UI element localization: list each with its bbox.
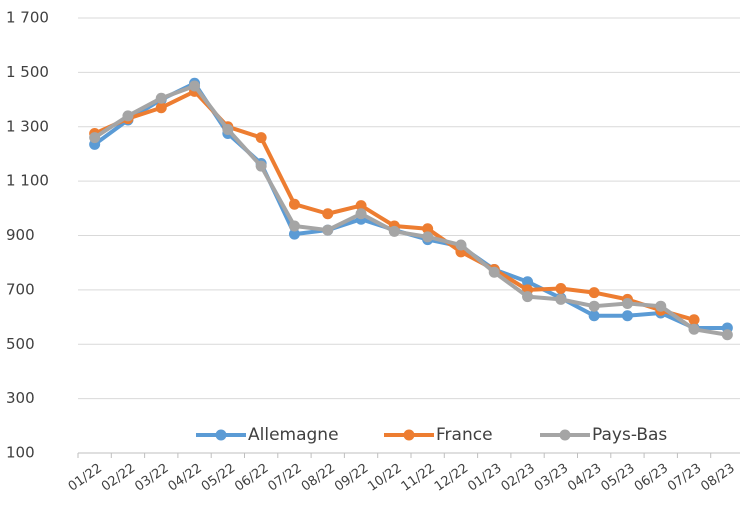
x-tick-label: 02/22: [99, 461, 138, 495]
legend-label: Allemagne: [248, 425, 339, 445]
x-tick-label: 02/23: [499, 461, 538, 495]
data-point: [355, 208, 367, 220]
data-point: [522, 291, 534, 303]
y-tick-label: 100: [6, 444, 35, 462]
legend-marker: [403, 429, 415, 441]
data-point: [155, 92, 167, 104]
data-point: [155, 102, 167, 114]
data-point: [322, 208, 334, 220]
y-tick-label: 900: [6, 226, 35, 244]
y-tick-label: 1 500: [6, 63, 49, 81]
legend-label: France: [436, 425, 493, 445]
series-line: [93, 89, 695, 322]
data-point: [588, 310, 600, 322]
x-tick-label: 11/22: [399, 461, 438, 495]
legend-marker: [215, 429, 227, 441]
y-tick-label: 500: [6, 335, 35, 353]
data-point: [455, 239, 467, 251]
y-tick-label: 1 700: [6, 9, 49, 27]
data-point: [555, 283, 567, 295]
x-tick-label: 03/23: [532, 461, 571, 495]
legend-marker: [559, 429, 571, 441]
x-tick-label: 07/22: [265, 461, 304, 495]
data-point: [255, 160, 267, 172]
data-point: [355, 200, 367, 212]
y-tick-label: 1 100: [6, 172, 49, 190]
x-tick-label: 06/22: [232, 461, 271, 495]
legend-label: Pays-Bas: [592, 425, 667, 445]
data-point: [122, 110, 134, 122]
x-tick-label: 01/22: [66, 461, 105, 495]
x-tick-label: 09/22: [332, 461, 371, 495]
x-tick-label: 12/22: [432, 461, 471, 495]
data-point: [89, 132, 101, 144]
data-point: [655, 300, 667, 312]
x-tick-label: 05/23: [598, 461, 637, 495]
data-point: [588, 300, 600, 312]
x-tick-label: 05/22: [199, 461, 238, 495]
x-tick-label: 01/23: [465, 461, 504, 495]
data-point: [288, 198, 300, 210]
x-tick-label: 04/23: [565, 461, 604, 495]
data-point: [555, 293, 567, 305]
data-point: [422, 231, 434, 243]
data-point: [422, 223, 434, 235]
x-tick-label: 08/22: [299, 461, 338, 495]
data-point: [388, 225, 400, 237]
data-point: [688, 314, 700, 326]
data-point: [255, 132, 267, 144]
data-point: [288, 228, 300, 240]
data-point: [322, 224, 334, 236]
data-point: [488, 266, 500, 278]
data-point: [588, 287, 600, 299]
data-point: [222, 123, 234, 135]
data-point: [522, 276, 534, 288]
x-tick-label: 04/22: [166, 461, 205, 495]
x-tick-label: 07/23: [665, 461, 704, 495]
legend: Allemagne France Pays-Bas: [196, 425, 667, 445]
data-point: [688, 323, 700, 335]
data-point: [721, 329, 733, 341]
y-tick-label: 700: [6, 280, 35, 298]
series-line: [93, 83, 728, 337]
x-tick-label: 03/22: [132, 461, 171, 495]
data-point: [621, 310, 633, 322]
x-tick-label: 08/23: [698, 461, 737, 495]
data-point: [288, 220, 300, 232]
series-line: [93, 81, 728, 330]
y-tick-label: 1 300: [6, 117, 49, 135]
data-point: [621, 297, 633, 309]
x-tick-label: 10/22: [365, 461, 404, 495]
y-tick-label: 300: [6, 389, 35, 407]
x-tick-label: 06/23: [632, 461, 671, 495]
data-point: [189, 80, 201, 92]
